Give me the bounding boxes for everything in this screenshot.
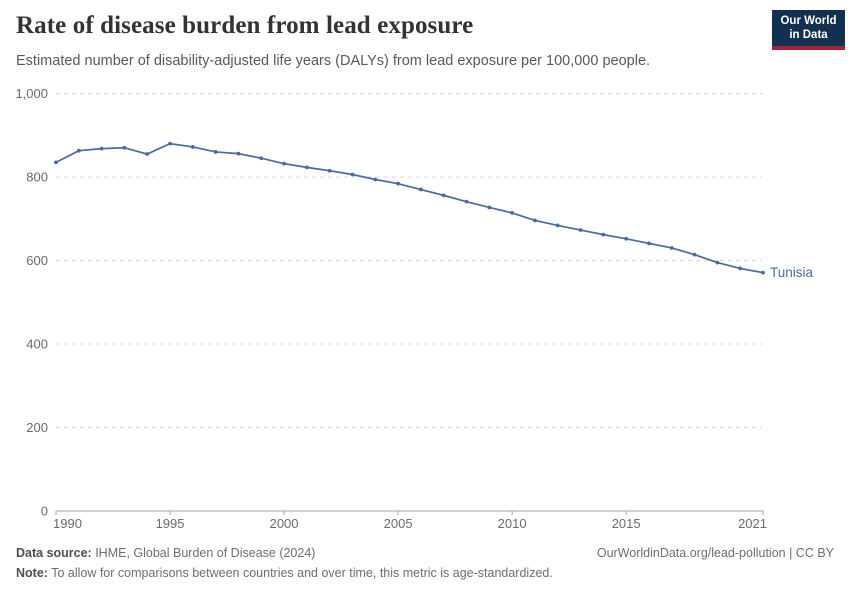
data-source-label: Data source: xyxy=(16,546,92,560)
data-point-2019[interactable] xyxy=(715,260,720,265)
data-point-2018[interactable] xyxy=(692,252,697,257)
chart-footer: Data source: IHME, Global Burden of Dise… xyxy=(0,546,850,580)
data-point-2001[interactable] xyxy=(304,165,309,170)
data-point-2021[interactable] xyxy=(761,270,765,275)
data-point-2013[interactable] xyxy=(578,228,583,232)
y-tick-label-1000: 1,000 xyxy=(15,86,48,101)
data-point-2008[interactable] xyxy=(464,199,469,204)
data-point-2012[interactable] xyxy=(555,223,560,228)
x-tick-label-1990: 1990 xyxy=(53,516,82,531)
x-tick-label-2005: 2005 xyxy=(384,516,413,531)
data-point-1997[interactable] xyxy=(213,150,218,154)
data-point-1999[interactable] xyxy=(259,156,264,161)
data-point-2009[interactable] xyxy=(487,205,492,210)
note-label: Note: xyxy=(16,566,48,580)
data-point-1998[interactable] xyxy=(236,151,241,156)
data-point-2007[interactable] xyxy=(441,193,446,198)
y-tick-label-0: 0 xyxy=(41,504,48,519)
data-point-2017[interactable] xyxy=(669,246,674,250)
y-tick-label-200: 200 xyxy=(26,420,48,435)
data-point-1992[interactable] xyxy=(99,146,104,151)
data-point-2020[interactable] xyxy=(738,266,743,271)
data-point-2010[interactable] xyxy=(510,211,515,215)
data-point-1995[interactable] xyxy=(168,141,172,146)
data-point-1994[interactable] xyxy=(145,152,150,156)
data-point-1990[interactable] xyxy=(54,160,58,165)
x-tick-label-2021: 2021 xyxy=(738,516,767,531)
x-tick-label-1995: 1995 xyxy=(156,516,185,531)
x-tick-label-2010: 2010 xyxy=(498,516,527,531)
data-point-2004[interactable] xyxy=(373,177,378,182)
data-point-2005[interactable] xyxy=(396,181,400,186)
data-point-2006[interactable] xyxy=(419,187,423,192)
series-label-tunisia[interactable]: Tunisia xyxy=(770,265,814,280)
data-source-text: IHME, Global Burden of Disease (2024) xyxy=(91,546,316,560)
data-point-2015[interactable] xyxy=(624,236,629,241)
owid-logo-line1: Our World xyxy=(780,15,837,27)
y-tick-label-400: 400 xyxy=(26,337,48,352)
data-point-2003[interactable] xyxy=(350,172,355,177)
x-tick-label-2015: 2015 xyxy=(612,516,641,531)
owid-logo[interactable]: Our World in Data xyxy=(772,10,845,50)
data-source: Data source: IHME, Global Burden of Dise… xyxy=(16,546,315,560)
data-point-2002[interactable] xyxy=(327,168,332,173)
data-point-1993[interactable] xyxy=(122,145,127,150)
note-text: To allow for comparisons between countri… xyxy=(47,566,553,580)
series-tunisia[interactable]: Tunisia xyxy=(54,141,814,280)
chart-subtitle: Estimated number of disability-adjusted … xyxy=(16,53,651,69)
chart-canvas: 0 200 400 600 800 1,000 1990 1995 2000 2005 2010 20… xyxy=(15,86,814,531)
data-point-2014[interactable] xyxy=(601,232,606,237)
data-point-2000[interactable] xyxy=(282,161,286,166)
page-title: Rate of disease burden from lead exposur… xyxy=(16,12,474,39)
y-tick-label-800: 800 xyxy=(26,170,48,185)
chart-note: Note: To allow for comparisons between c… xyxy=(16,566,834,580)
license-link[interactable]: OurWorldinData.org/lead-pollution | CC B… xyxy=(596,546,834,560)
line-chart: 0 200 400 600 800 1,000 1990 1995 2000 2005 2010 20… xyxy=(0,78,850,538)
data-point-2011[interactable] xyxy=(533,218,537,223)
data-point-1996[interactable] xyxy=(190,145,195,149)
tunisia-line[interactable] xyxy=(55,142,764,274)
x-tick-label-2000: 2000 xyxy=(270,516,299,531)
data-point-2016[interactable] xyxy=(647,241,651,246)
data-point-1991[interactable] xyxy=(76,148,81,153)
owid-logo-line2: in Data xyxy=(789,28,828,41)
y-tick-label-600: 600 xyxy=(26,253,48,268)
